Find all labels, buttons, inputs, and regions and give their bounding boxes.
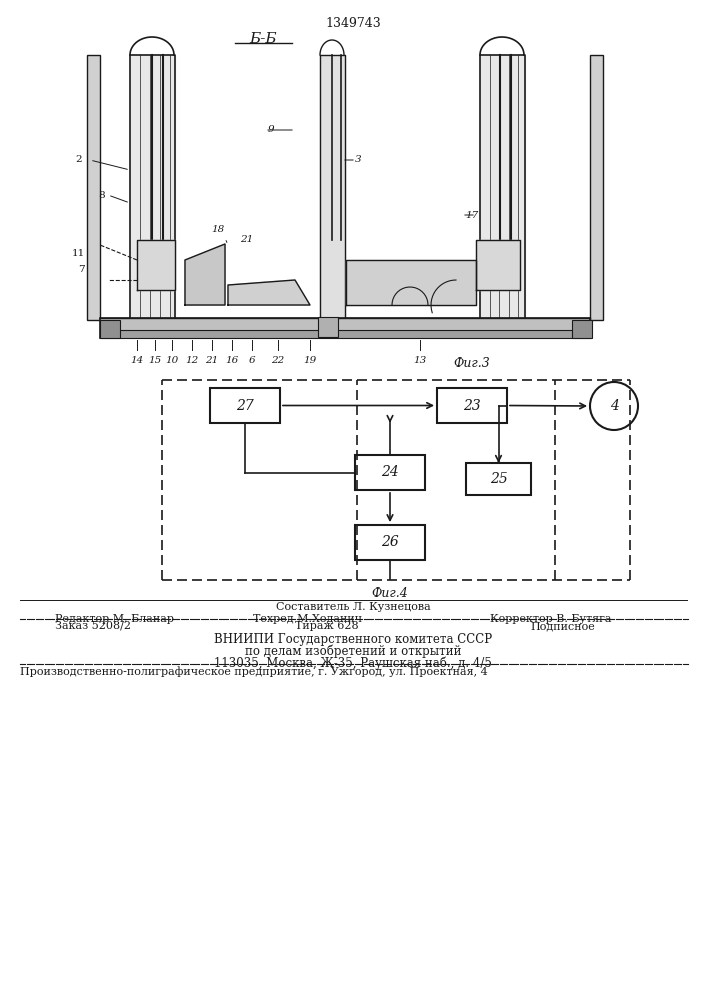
Text: ВНИИПИ Государственного комитета СССР: ВНИИПИ Государственного комитета СССР [214, 633, 492, 646]
Text: 9: 9 [268, 125, 274, 134]
Text: Б-Б: Б-Б [249, 32, 277, 46]
Text: 16: 16 [226, 356, 239, 365]
Bar [572, 320, 592, 338]
Text: 13: 13 [414, 356, 426, 365]
Text: Производственно-полиграфическое предприятие, г. Ужгород, ул. Проектная, 4: Производственно-полиграфическое предприя… [20, 666, 488, 677]
Text: 85-87°: 85-87° [468, 266, 501, 275]
Text: Техред М.Ходанич: Техред М.Ходанич [253, 614, 362, 624]
Text: 12: 12 [185, 356, 199, 365]
Bar [318, 317, 338, 337]
Text: 7: 7 [78, 265, 85, 274]
Text: Составитель Л. Кузнецова: Составитель Л. Кузнецова [276, 602, 431, 612]
Text: Заказ 5208/2: Заказ 5208/2 [55, 621, 131, 631]
Bar [100, 318, 590, 338]
Text: 25: 25 [490, 472, 508, 486]
Text: 26: 26 [381, 536, 399, 550]
Bar [466, 463, 531, 495]
Bar [590, 55, 603, 320]
Text: 21: 21 [205, 356, 218, 365]
Text: 8: 8 [98, 190, 105, 200]
Text: 27: 27 [236, 398, 254, 412]
Text: 3: 3 [355, 155, 361, 164]
Text: 21: 21 [240, 235, 253, 244]
Text: 10: 10 [165, 356, 179, 365]
Polygon shape [228, 280, 310, 305]
Polygon shape [346, 260, 476, 305]
Text: 113035, Москва, Ж-35, Раушская наб., д. 4/5: 113035, Москва, Ж-35, Раушская наб., д. … [214, 657, 492, 670]
Bar [100, 320, 120, 338]
Text: по делам изобретений и открытий: по делам изобретений и открытий [245, 645, 461, 658]
Text: 2: 2 [76, 155, 82, 164]
Text: 24: 24 [381, 466, 399, 480]
Polygon shape [137, 240, 175, 290]
Bar [355, 525, 425, 560]
Text: 1349743: 1349743 [325, 17, 381, 30]
Bar [210, 388, 280, 423]
Bar [437, 388, 507, 423]
Polygon shape [130, 55, 175, 320]
Bar [87, 55, 100, 320]
Text: 15: 15 [148, 356, 162, 365]
Text: 11: 11 [71, 249, 85, 258]
Text: 4: 4 [609, 399, 619, 413]
Polygon shape [185, 244, 225, 305]
Polygon shape [476, 240, 520, 290]
Text: 23: 23 [463, 398, 481, 412]
Text: Фиг.4: Фиг.4 [372, 587, 409, 600]
Text: 18: 18 [212, 226, 225, 234]
Text: 19: 19 [303, 356, 317, 365]
Text: Корректор В. Бутяга: Корректор В. Бутяга [490, 614, 612, 624]
Bar [355, 455, 425, 490]
Polygon shape [480, 55, 525, 320]
Text: 17: 17 [465, 211, 478, 220]
Bar [100, 330, 590, 338]
Text: 6: 6 [249, 356, 255, 365]
Polygon shape [320, 55, 345, 320]
Text: 14: 14 [130, 356, 144, 365]
Text: Подписное: Подписное [530, 621, 595, 631]
Text: Фиг.3: Фиг.3 [453, 357, 490, 370]
Text: 22: 22 [271, 356, 285, 365]
Text: Тираж 628: Тираж 628 [295, 621, 358, 631]
Text: Редактор М. Бланар: Редактор М. Бланар [55, 614, 174, 624]
